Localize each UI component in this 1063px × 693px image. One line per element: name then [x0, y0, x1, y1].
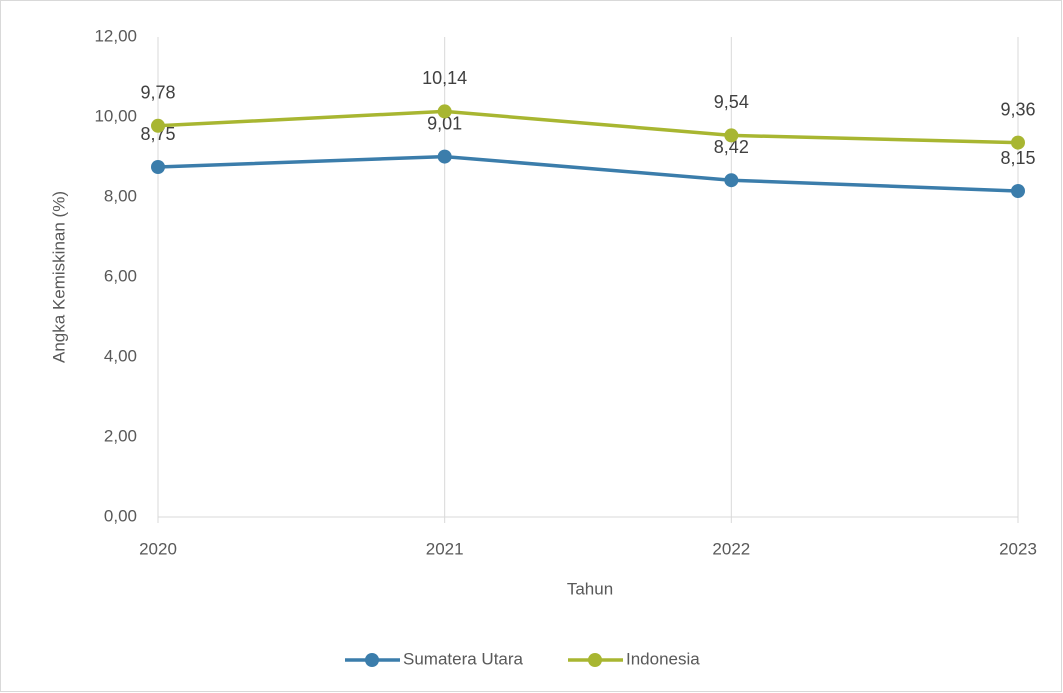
- marker: [437, 149, 452, 164]
- legend-marker: [588, 653, 602, 667]
- marker: [151, 160, 165, 174]
- y-tick-label: 2,00: [104, 426, 137, 445]
- legend-marker: [365, 653, 379, 667]
- y-tick-label: 8,00: [104, 186, 137, 205]
- y-tick-label: 12,00: [94, 26, 137, 45]
- legend-label: Indonesia: [626, 649, 700, 668]
- data-label: 8,42: [714, 137, 749, 157]
- x-tick-label: 2022: [712, 539, 750, 558]
- y-tick-label: 10,00: [94, 106, 137, 125]
- data-label: 9,36: [1000, 99, 1035, 119]
- marker: [151, 118, 165, 133]
- legend-label: Sumatera Utara: [403, 649, 524, 668]
- series-line: [157, 154, 1019, 193]
- data-label: 9,78: [140, 83, 175, 103]
- marker: [1011, 184, 1025, 198]
- x-tick-label: 2020: [139, 539, 177, 558]
- marker: [1011, 135, 1025, 150]
- marker: [724, 173, 739, 188]
- marker: [724, 128, 739, 143]
- marker: [437, 104, 452, 119]
- y-tick-label: 0,00: [104, 506, 137, 525]
- data-label: 9,54: [714, 92, 749, 112]
- y-tick-label: 6,00: [104, 266, 137, 285]
- data-label: 9,01: [427, 113, 462, 133]
- x-axis-title: Tahun: [567, 579, 613, 598]
- data-label: 8,15: [1000, 148, 1035, 168]
- x-tick-label: 2021: [426, 539, 464, 558]
- y-tick-label: 4,00: [104, 346, 137, 365]
- data-label: 10,14: [422, 68, 467, 88]
- x-tick-label: 2023: [999, 539, 1037, 558]
- series-line: [157, 109, 1019, 145]
- y-axis-title: Angka Kemiskinan (%): [49, 191, 68, 363]
- data-label: 8,75: [140, 124, 175, 144]
